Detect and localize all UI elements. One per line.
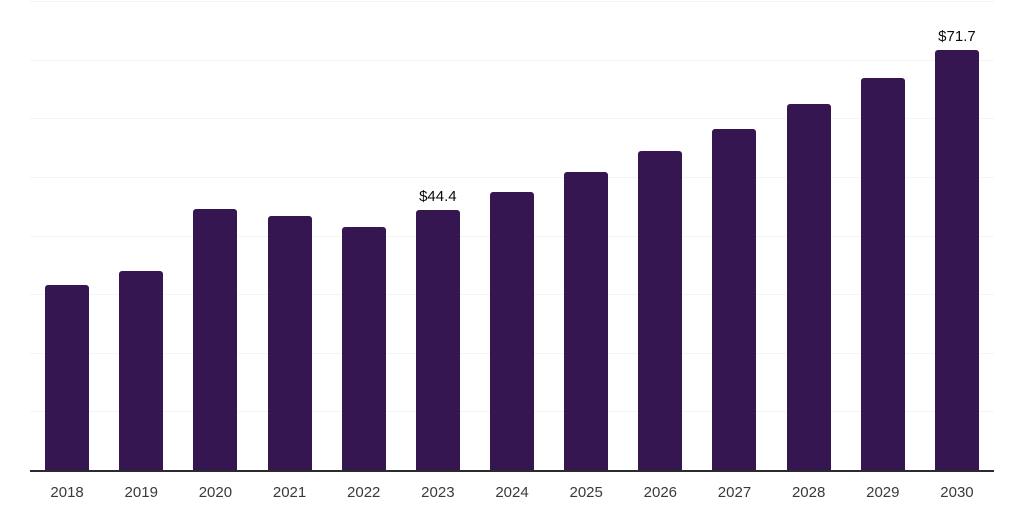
bar-2021 (267, 216, 312, 470)
x-tick-2025: 2025 (569, 484, 603, 501)
bar-2030 (934, 49, 979, 470)
x-tick-2027: 2027 (717, 484, 752, 501)
x-tick-2018: 2018 (50, 484, 84, 501)
x-tick-2030: 2030 (940, 484, 974, 501)
bars: $44.4 $71.7 (30, 1, 994, 470)
bar-2024 (490, 191, 535, 470)
bar-column-2030: $71.7 (920, 1, 994, 470)
x-tick-2023: 2023 (421, 484, 455, 501)
x-tick-2020: 2020 (198, 484, 233, 501)
bar-2029 (860, 77, 905, 470)
bar-column-2027 (697, 1, 771, 470)
x-tick-2024: 2024 (495, 484, 529, 501)
bar-2023 (415, 209, 460, 470)
data-label-2023: $44.4 (419, 187, 457, 205)
bar-column-2021 (252, 1, 326, 470)
gridline-60 (30, 118, 994, 120)
x-tick-2019: 2019 (124, 484, 158, 501)
gridline-80 (30, 1, 994, 2)
bar-column-2029 (846, 1, 920, 470)
x-tick-2026: 2026 (643, 484, 678, 501)
bar-2020 (193, 208, 238, 470)
x-tick-2029: 2029 (866, 484, 900, 501)
bar-2028 (786, 104, 831, 470)
x-tick-2022: 2022 (347, 484, 381, 501)
bar-2027 (712, 128, 757, 470)
bar-column-2018 (30, 1, 104, 470)
bar-2026 (638, 151, 683, 470)
data-label-2030: $71.7 (938, 27, 976, 45)
bar-2018 (45, 285, 90, 470)
bar-column-2020 (178, 1, 252, 470)
gridline-50 (30, 176, 994, 178)
bar-column-2028 (772, 1, 846, 470)
gridline-70 (30, 59, 994, 61)
bar-column-2026 (623, 1, 697, 470)
x-axis-tick-labels: 2018 2019 2020 2021 2022 2023 2024 2025 2026 2027… (30, 484, 994, 501)
x-tick-2021: 2021 (272, 484, 307, 501)
bar-column-2019 (104, 1, 178, 470)
bar-2025 (564, 171, 609, 470)
bar-2022 (341, 227, 386, 470)
bar-2019 (119, 271, 164, 470)
bar-column-2022 (327, 1, 401, 470)
bar-column-2024 (475, 1, 549, 470)
x-tick-2028: 2028 (791, 484, 826, 501)
bar-column-2025 (549, 1, 623, 470)
plot-area: $44.4 $71.7 (30, 1, 994, 472)
bar-column-2023: $44.4 (401, 1, 475, 470)
